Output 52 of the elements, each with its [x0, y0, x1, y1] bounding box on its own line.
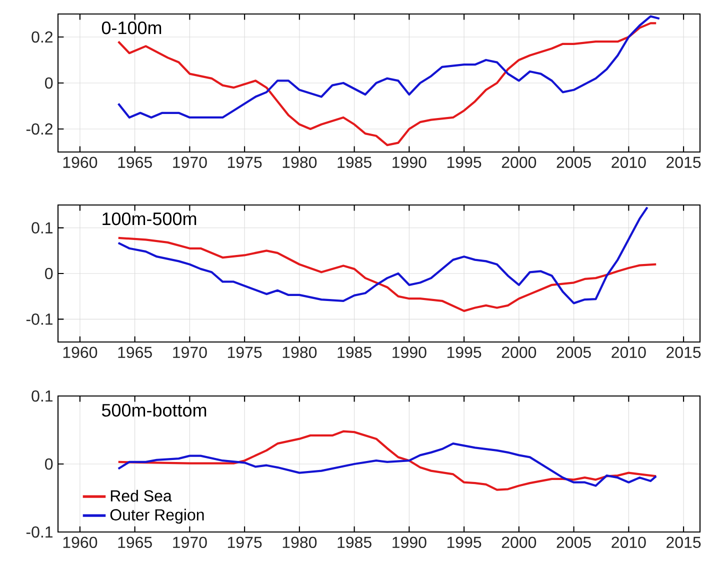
- x-tick-label: 1995: [447, 156, 482, 168]
- line-series: [117, 236, 658, 312]
- x-tick-label: 2000: [502, 156, 536, 168]
- x-tick-label: 1980: [282, 346, 317, 358]
- x-tick-label: 1975: [228, 536, 262, 548]
- x-tick-label: 1990: [392, 156, 426, 168]
- x-tick-label: 1990: [392, 536, 426, 548]
- x-tick-label: 1990: [392, 346, 426, 358]
- x-tick-label: 1980: [282, 156, 317, 168]
- x-tick-label: 1965: [118, 346, 152, 358]
- x-tick-label: 1995: [447, 536, 482, 548]
- x-tick-label: 1985: [338, 156, 372, 168]
- x-tick-label: 1960: [63, 536, 98, 548]
- y-tick-label: 0: [45, 268, 53, 280]
- x-tick-label: 1960: [63, 346, 98, 358]
- x-tick-label: 1985: [338, 536, 372, 548]
- x-tick-label: 2010: [612, 156, 646, 168]
- x-tick-label: 1960: [63, 156, 98, 168]
- x-tick-label: 2000: [502, 536, 536, 548]
- x-tick-label: 1980: [282, 536, 317, 548]
- y-tick-label: -0.1: [26, 526, 53, 538]
- legend-label: Red Sea: [110, 490, 172, 502]
- x-tick-label: 2010: [612, 346, 646, 358]
- x-tick-label: 2005: [556, 156, 591, 168]
- x-tick-label: 1965: [118, 156, 152, 168]
- legend-label: Outer Region: [110, 508, 204, 524]
- y-tick-label: 0.2: [32, 31, 52, 43]
- x-tick-label: 1995: [447, 346, 482, 358]
- y-tick-label: -0.1: [26, 314, 53, 325]
- x-tick-label: 2000: [502, 346, 536, 358]
- y-tick-label: -0.2: [26, 123, 52, 135]
- x-tick-label: 1970: [173, 346, 207, 358]
- x-tick-label: 1970: [173, 156, 207, 168]
- annotation: 0-100m: [102, 21, 162, 34]
- y-tick-label: 0.1: [32, 222, 53, 234]
- x-tick-label: 1975: [228, 346, 262, 358]
- x-tick-label: 2005: [556, 346, 591, 358]
- x-tick-label: 1975: [228, 156, 262, 168]
- annotation: 500m-bottom: [102, 403, 206, 417]
- annotation: 100m-500m: [102, 212, 196, 226]
- x-tick-label: 1965: [118, 536, 152, 548]
- x-tick-label: 2005: [556, 536, 591, 548]
- y-tick-label: 0: [45, 77, 53, 89]
- x-tick-label: 1970: [173, 536, 207, 548]
- x-tick-label: 1985: [338, 346, 372, 358]
- x-tick-label: 2015: [666, 156, 701, 168]
- y-tick-label: 0: [45, 458, 53, 470]
- x-tick-label: 2015: [666, 346, 701, 358]
- x-tick-label: 2015: [666, 536, 701, 548]
- x-tick-label: 2010: [612, 536, 646, 548]
- y-tick-label: 0.1: [32, 390, 53, 402]
- line-series: [117, 430, 658, 491]
